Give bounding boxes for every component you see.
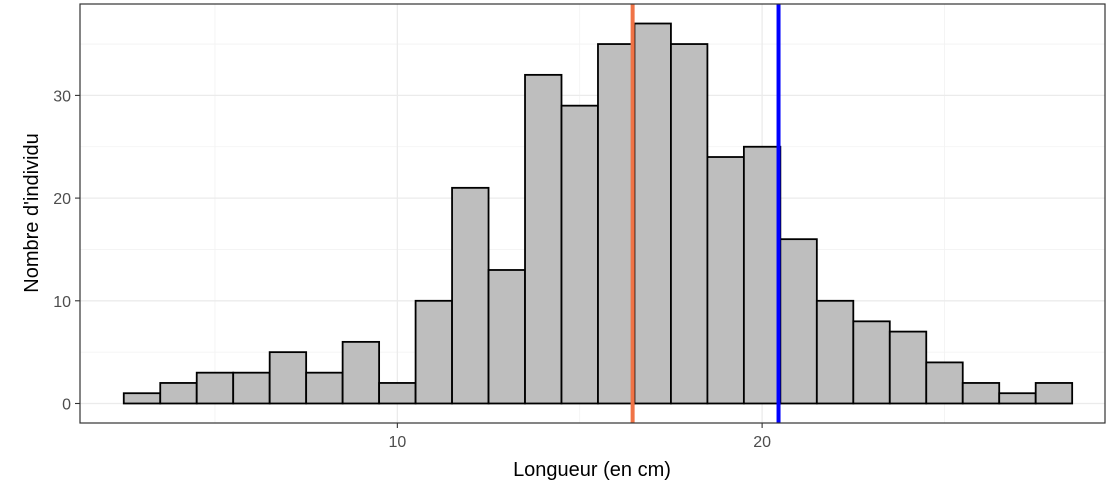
histogram-bar bbox=[232, 371, 271, 405]
y-tick-label: 30 bbox=[53, 88, 71, 105]
histogram-bar bbox=[1034, 382, 1074, 405]
histogram-bar bbox=[414, 299, 453, 405]
histogram-bar bbox=[888, 330, 928, 405]
y-tick-label: 10 bbox=[53, 294, 71, 311]
histogram-bar bbox=[706, 156, 745, 405]
histogram-bar bbox=[268, 351, 308, 405]
y-tick-label: 20 bbox=[53, 191, 71, 208]
y-tick-label: 0 bbox=[62, 396, 71, 413]
histogram-bar bbox=[742, 145, 782, 405]
axis-tick-labels: 10 20 0 10 20 30 bbox=[53, 88, 771, 451]
histogram-bar bbox=[159, 382, 198, 405]
histogram-bar bbox=[633, 22, 672, 405]
axis-ticks bbox=[75, 94, 763, 428]
panel-border bbox=[79, 3, 1106, 424]
histogram-bar bbox=[378, 382, 417, 405]
histogram-bar bbox=[998, 392, 1037, 405]
histogram-bar bbox=[524, 73, 563, 405]
histogram-bar bbox=[487, 269, 526, 405]
histogram-bar bbox=[122, 392, 162, 405]
histogram-bar bbox=[670, 43, 709, 405]
histogram-bar bbox=[597, 43, 636, 405]
x-tick-label: 20 bbox=[753, 434, 771, 451]
histogram-bar bbox=[341, 340, 381, 405]
histogram-bar bbox=[961, 382, 1001, 405]
y-axis-title: Nombre d'individu bbox=[21, 133, 43, 292]
histogram-bar bbox=[852, 320, 891, 405]
histogram-bar bbox=[195, 371, 235, 405]
histogram-bar bbox=[451, 186, 490, 405]
reference-lines bbox=[630, 4, 781, 423]
histogram-bar bbox=[305, 371, 344, 405]
histogram-bar bbox=[560, 104, 599, 405]
histogram-bar bbox=[779, 238, 818, 405]
x-axis-title: Longueur (en cm) bbox=[513, 459, 671, 481]
histogram-bar bbox=[925, 361, 964, 405]
histogram-bar bbox=[815, 299, 855, 405]
x-tick-label: 10 bbox=[388, 434, 406, 451]
